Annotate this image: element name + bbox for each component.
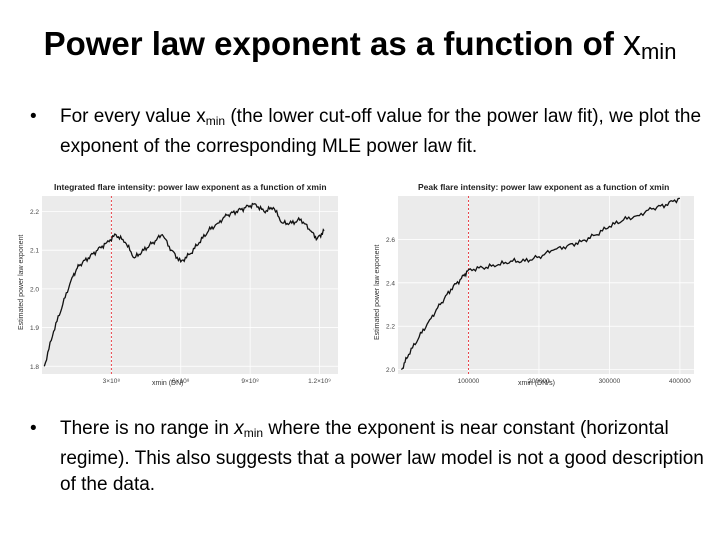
bullet-2: • There is no range in xmin where the ex…: [30, 416, 710, 498]
y-tick-label: 2.2: [386, 324, 395, 331]
x-tick-label: 9×10⁸: [241, 378, 259, 385]
x-tick-label: 200000: [528, 378, 550, 385]
y-tick-label: 2.0: [386, 367, 395, 374]
y-tick-label: 2.4: [386, 280, 395, 287]
bullet-dot: •: [30, 106, 37, 127]
exponent-series-line: [43, 202, 325, 367]
peak-intensity-plot: Peak flare intensity: power law exponent…: [368, 180, 698, 390]
y-tick-label: 1.9: [30, 325, 39, 332]
y-tick-label: 1.8: [30, 364, 39, 371]
bullet-2-text: There is no range in xmin where the expo…: [60, 418, 704, 495]
y-tick-label: 2.2: [30, 209, 39, 216]
y-tick-label: 2.1: [30, 248, 39, 255]
y-tick-label: 2.0: [30, 286, 39, 293]
integrated-intensity-plot: Integrated flare intensity: power law ex…: [12, 180, 342, 390]
exponent-series-line: [400, 197, 681, 371]
plot-2-canvas: 2.0 2.2 2.4 2.6 100000 200000 300000 400000: [386, 196, 694, 385]
title-math: xmin: [622, 22, 677, 64]
x-tick-label: 6×10⁸: [172, 378, 190, 385]
x-tick-label: 1.2×10⁹: [308, 378, 331, 385]
plot-1-title: Integrated flare intensity: power law ex…: [54, 182, 327, 192]
plot-1-ylabel: Estimated power law exponent: [18, 234, 25, 330]
slide-title: Power law exponent as a function of xmin: [43, 22, 677, 64]
plot-1-canvas: 1.8 1.9 2.0 2.1 2.2 3×10⁸ 6×10⁸ 9×10⁸ 1.2×10⁹: [30, 196, 338, 385]
bullet-1-text: For every value xmin (the lower cut-off …: [60, 106, 702, 157]
x-tick-label: 3×10⁸: [103, 378, 121, 385]
plot-panel: [42, 196, 338, 374]
plot-2-ylabel: Estimated power law exponent: [374, 244, 381, 340]
bullet-dot: •: [30, 418, 37, 439]
bullet-1: • For every value xmin (the lower cut-of…: [30, 104, 710, 160]
x-tick-label: 100000: [458, 378, 480, 385]
x-tick-label: 400000: [669, 378, 691, 385]
plot-panel: [398, 196, 694, 374]
y-tick-label: 2.6: [386, 237, 395, 244]
plot-2-xlabel: xmin (DN/s): [518, 380, 555, 387]
plot-1-xlabel: xmin (DN): [152, 380, 184, 387]
x-tick-label: 300000: [599, 378, 621, 385]
plot-2-title: Peak flare intensity: power law exponent…: [418, 182, 670, 192]
